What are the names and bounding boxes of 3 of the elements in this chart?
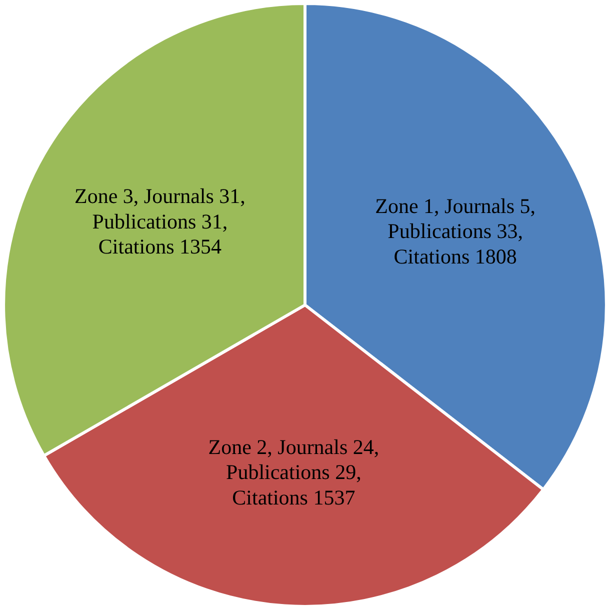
- slice-label: Zone 2, Journals 24, Publications 29, Citations 1537: [208, 434, 380, 510]
- slice-label: Zone 1, Journals 5, Publications 33, Citations 1808: [375, 194, 536, 268]
- slice-label: Zone 3, Journals 31, Publications 31, Citations 1354: [74, 184, 246, 258]
